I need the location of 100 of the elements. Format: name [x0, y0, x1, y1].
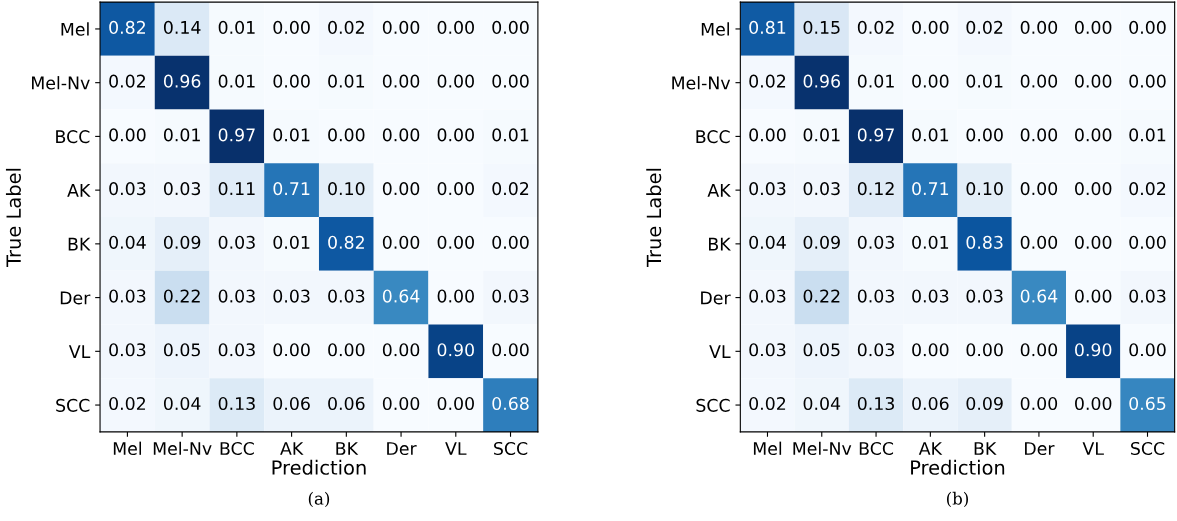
data-label: 0.03	[803, 182, 840, 196]
y-axis-title: True Label	[5, 168, 21, 268]
data-label: 0.01	[273, 128, 310, 142]
data-label: 0.01	[912, 128, 949, 142]
data-label: 0.81	[749, 20, 786, 34]
data-label: 0.14	[163, 20, 201, 34]
data-label: 0.00	[1020, 20, 1058, 34]
data-label: 0.00	[1129, 74, 1166, 88]
x-tick-label: VL	[445, 442, 467, 455]
data-label: 0.09	[163, 235, 201, 249]
data-label: 0.00	[1129, 235, 1166, 249]
data-label: 0.00	[1075, 289, 1112, 303]
data-label: 0.15	[803, 20, 840, 34]
data-label: 0.97	[218, 128, 255, 142]
data-label: 0.64	[382, 289, 420, 303]
data-label: 0.00	[966, 343, 1003, 357]
data-label: 0.00	[437, 74, 474, 88]
y-tick-label: SCC	[696, 398, 730, 412]
data-label: 0.00	[1075, 235, 1112, 249]
data-label: 0.03	[966, 289, 1003, 303]
data-label: 0.10	[328, 182, 365, 196]
y-tick-label: Mel-Nv	[32, 76, 90, 90]
data-label: 0.00	[1075, 182, 1112, 196]
data-label: 0.00	[1075, 20, 1112, 34]
data-label: 0.00	[912, 343, 949, 357]
y-tick-label: Mel	[701, 22, 729, 36]
data-label: 0.71	[273, 182, 310, 196]
data-label: 0.03	[218, 343, 255, 357]
data-label: 0.22	[163, 289, 200, 303]
x-tick-label: SCC	[494, 441, 528, 456]
data-label: 0.00	[1129, 20, 1166, 34]
data-label: 0.00	[1129, 343, 1166, 357]
data-label: 0.00	[492, 20, 529, 34]
x-tick-label: Mel-Nv	[793, 441, 852, 456]
data-label: 0.03	[218, 289, 255, 303]
x-tick-label: Mel	[113, 441, 142, 456]
x-axis-title: Prediction	[911, 459, 1005, 475]
data-label: 0.13	[218, 396, 255, 411]
y-tick-label: Der	[60, 291, 91, 305]
data-label: 0.00	[437, 20, 474, 34]
data-label: 0.06	[912, 396, 949, 411]
data-label: 0.13	[857, 396, 894, 411]
data-label: 0.00	[382, 128, 420, 142]
data-label: 0.03	[218, 235, 255, 249]
data-label: 0.00	[1020, 74, 1058, 88]
data-label: 0.01	[1129, 128, 1166, 142]
x-tick-label: BK	[336, 442, 359, 455]
data-label: 0.00	[1020, 235, 1058, 249]
data-label: 0.00	[912, 74, 949, 88]
data-label: 0.03	[749, 343, 786, 357]
data-label: 0.00	[273, 74, 310, 88]
y-tick-label: BCC	[56, 130, 90, 144]
text: (b)	[946, 491, 969, 508]
data-label: 0.00	[437, 289, 474, 303]
data-label: 0.83	[966, 235, 1003, 249]
data-label: 0.97	[857, 128, 894, 142]
x-tick-label: VL	[1082, 442, 1104, 455]
y-tick-label: BCC	[696, 130, 730, 144]
data-label: 0.00	[382, 74, 420, 88]
data-label: 0.00	[912, 20, 949, 34]
data-label: 0.71	[912, 182, 949, 196]
data-label: 0.01	[492, 128, 529, 142]
data-label: 0.00	[1020, 343, 1058, 357]
data-label: 0.01	[912, 235, 949, 249]
x-tick-label: AK	[918, 442, 943, 455]
data-label: 0.06	[328, 396, 365, 411]
text: (a)	[308, 491, 330, 508]
data-label: 0.00	[1075, 74, 1112, 88]
y-tick-label: Der	[701, 291, 731, 305]
data-label: 0.00	[437, 182, 474, 196]
data-label: 0.03	[163, 182, 201, 196]
data-label: 0.03	[109, 289, 146, 303]
y-tick-label: Mel	[61, 22, 89, 36]
x-tick-label: Der	[1025, 442, 1055, 456]
data-label: 0.00	[966, 128, 1003, 142]
y-tick-label: SCC	[56, 398, 90, 412]
data-label: 0.02	[966, 20, 1003, 34]
data-label: 0.01	[966, 74, 1003, 88]
data-label: 0.03	[109, 182, 146, 196]
data-label: 0.01	[218, 20, 255, 34]
data-label: 0.00	[273, 343, 310, 357]
data-label: 0.00	[437, 235, 474, 249]
data-label: 0.64	[1020, 289, 1058, 303]
data-label: 0.12	[857, 182, 894, 196]
data-label: 0.02	[492, 182, 529, 196]
x-tick-label: BCC	[859, 441, 894, 456]
y-tick-label: BK	[709, 237, 731, 251]
y-tick-label: BK	[68, 237, 91, 251]
data-label: 0.01	[273, 235, 310, 249]
x-tick-label: BK	[974, 442, 997, 455]
y-axis-title: True Label	[646, 168, 662, 268]
y-tick-label: VL	[709, 345, 731, 358]
data-label: 0.01	[328, 74, 365, 88]
data-label: 0.82	[109, 20, 145, 34]
data-label: 0.96	[803, 74, 840, 88]
data-label: 0.02	[109, 396, 145, 411]
data-label: 0.00	[1020, 182, 1058, 196]
data-label: 0.04	[163, 396, 201, 411]
data-label: 0.00	[492, 74, 529, 88]
data-label: 0.82	[328, 235, 364, 249]
